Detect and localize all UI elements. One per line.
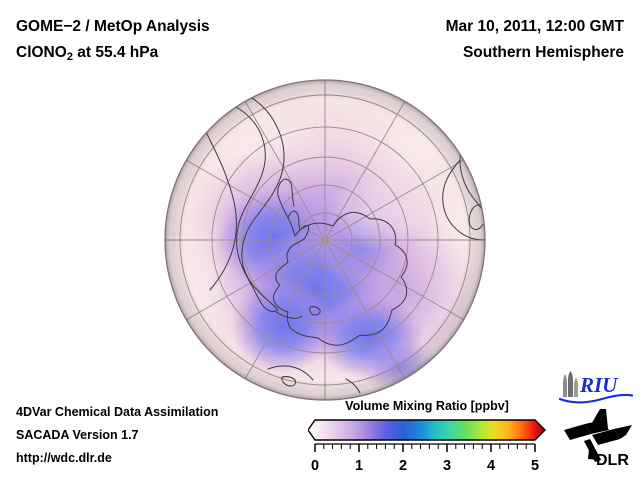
globe-map bbox=[164, 79, 486, 401]
colorbar-border bbox=[308, 419, 546, 441]
header-left: GOME−2 / MetOp Analysis ClONO2 at 55.4 h… bbox=[16, 14, 210, 70]
footer-left: 4DVar Chemical Data Assimilation SACADA … bbox=[16, 401, 218, 470]
globe-limb-shade bbox=[165, 80, 485, 400]
colorbar-tick-label: 2 bbox=[399, 458, 407, 474]
colorbar-gradient bbox=[308, 420, 545, 440]
dlr-wordmark: DLR bbox=[596, 452, 629, 469]
colorbar-scale: 0 1 2 3 4 5 bbox=[308, 419, 546, 474]
level-text: at 55.4 hPa bbox=[72, 44, 159, 61]
colorbar-tick-label: 0 bbox=[311, 458, 319, 474]
dlr-logo: DLR bbox=[562, 408, 634, 470]
footer-method: 4DVar Chemical Data Assimilation bbox=[16, 405, 219, 419]
colorbar-tick-label: 3 bbox=[443, 458, 451, 474]
riu-tower-icon bbox=[563, 371, 578, 397]
title-instrument: GOME−2 / MetOp Analysis bbox=[16, 18, 210, 35]
globe-outline bbox=[164, 79, 486, 401]
colorbar-ticks bbox=[314, 443, 536, 452]
colorbar-title: Volume Mixing Ratio [ppbv] bbox=[345, 399, 509, 413]
colorbar-tick-label: 5 bbox=[531, 458, 539, 474]
title-species-level: ClONO2 at 55.4 hPa bbox=[16, 40, 210, 70]
colorbar-tick-labels: 0 1 2 3 4 5 bbox=[311, 458, 539, 474]
header-right: Mar 10, 2011, 12:00 GMT Southern Hemisph… bbox=[446, 14, 624, 66]
colorbar: Volume Mixing Ratio [ppbv] 0 1 2 3 4 5 bbox=[308, 398, 546, 476]
riu-swoosh-icon bbox=[558, 393, 634, 404]
riu-logo: RIU bbox=[557, 371, 634, 405]
hemisphere-label: Southern Hemisphere bbox=[462, 44, 624, 61]
dlr-mark-icon bbox=[564, 409, 632, 462]
coast-island-s2 bbox=[399, 383, 414, 391]
footer-url[interactable]: http://wdc.dlr.de bbox=[16, 451, 112, 465]
species-name: ClONO bbox=[16, 44, 67, 61]
species-subscript: 2 bbox=[66, 51, 73, 63]
footer-version: SACADA Version 1.7 bbox=[16, 428, 139, 442]
colorbar-tick-label: 1 bbox=[355, 458, 363, 474]
riu-wordmark: RIU bbox=[579, 373, 619, 397]
timestamp-label: Mar 10, 2011, 12:00 GMT bbox=[445, 18, 624, 35]
colorbar-tick-label: 4 bbox=[487, 458, 495, 474]
